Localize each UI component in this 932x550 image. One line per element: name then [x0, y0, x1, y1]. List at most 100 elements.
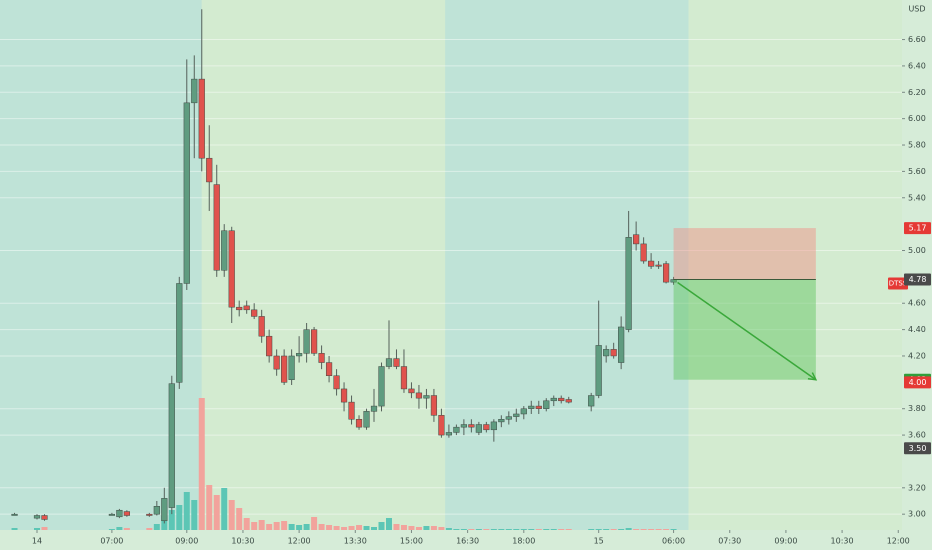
candle-body	[505, 416, 512, 420]
y-tick-label: 4.60	[908, 299, 926, 308]
x-tick-label: 09:00	[774, 537, 797, 546]
candle-body	[123, 511, 130, 516]
candle-body	[618, 326, 625, 363]
x-tick-label: 15	[594, 537, 604, 546]
candle-body	[318, 353, 325, 363]
candle-body	[258, 316, 265, 337]
time-axis-bg	[0, 530, 932, 550]
candle-body	[311, 329, 318, 354]
candle-body	[513, 413, 520, 417]
candle-body	[400, 366, 408, 390]
volume-bar	[206, 485, 213, 530]
price-label: 3.50	[909, 444, 927, 453]
volume-bar	[296, 525, 303, 530]
volume-bar	[655, 529, 662, 530]
price-label: 4.78	[909, 275, 927, 284]
x-tick-label: 06:00	[662, 537, 685, 546]
price-label-bg	[904, 222, 931, 235]
y-tick-label: 3.20	[908, 483, 926, 492]
volume-bar	[146, 528, 153, 530]
volume-bar	[468, 529, 475, 530]
volume-bar	[236, 508, 243, 530]
volume-bar	[475, 529, 482, 530]
volume-bar	[266, 524, 273, 530]
volume-bar	[363, 526, 370, 530]
volume-bar	[116, 527, 123, 530]
candle-body	[355, 419, 363, 428]
candle-body	[370, 405, 378, 412]
price-label-bg	[904, 376, 931, 389]
volume-bar	[393, 524, 400, 530]
candle-body	[11, 513, 18, 516]
candle-body	[191, 78, 198, 104]
volume-bar	[41, 527, 48, 530]
candle-body	[430, 395, 438, 416]
candle-body	[221, 230, 228, 271]
volume-bar	[445, 528, 452, 530]
candle-body	[475, 424, 482, 433]
candle-body	[535, 405, 542, 409]
x-tick-label: 07:00	[100, 537, 123, 546]
candle-body	[595, 345, 602, 396]
y-tick-label: 5.60	[908, 167, 926, 176]
volume-bar	[34, 528, 40, 530]
volume-bar	[311, 517, 318, 530]
volume-bar	[595, 529, 602, 530]
volume-bar	[543, 529, 550, 530]
x-tick-label: 10:30	[231, 537, 254, 546]
candle-body	[423, 395, 430, 399]
candle-body	[176, 283, 183, 383]
candle-body	[528, 405, 535, 409]
candle-body	[33, 515, 41, 519]
candle-body	[498, 419, 505, 423]
symbol-tag: DTSS	[889, 280, 908, 288]
candle-body	[655, 264, 662, 267]
x-tick-label: 18:00	[512, 537, 535, 546]
candle-body	[153, 506, 160, 515]
candle-body	[662, 263, 670, 283]
y-tick-label: 6.60	[908, 35, 926, 44]
volume-bar	[168, 510, 175, 530]
y-tick-label: 6.20	[908, 88, 926, 97]
volume-bar	[588, 529, 595, 530]
candle-body	[41, 515, 48, 520]
y-tick-label: 3.80	[908, 404, 926, 413]
x-tick-label: 12:00	[288, 537, 311, 546]
volume-bar	[423, 526, 430, 530]
candle-body	[415, 392, 423, 399]
volume-bar	[625, 528, 632, 530]
volume-bar	[281, 521, 288, 530]
candle-body	[348, 401, 355, 420]
x-tick-label: 10:30	[831, 537, 854, 546]
volume-bar	[11, 528, 18, 530]
candle-body	[168, 383, 175, 508]
candle-body	[236, 306, 243, 311]
candle-body	[648, 260, 655, 267]
volume-bar	[153, 524, 160, 530]
volume-bar	[670, 529, 677, 530]
volume-bar	[535, 529, 542, 530]
candle-body	[520, 408, 527, 415]
y-tick-label: 5.80	[908, 141, 926, 150]
volume-bar	[326, 525, 333, 530]
volume-bar	[520, 529, 527, 530]
volume-bar	[378, 522, 385, 530]
y-tick-label: 3.60	[908, 431, 926, 440]
candle-body	[206, 157, 213, 183]
candle-body	[543, 400, 550, 409]
candle-body	[468, 424, 475, 428]
candle-body	[565, 399, 572, 403]
y-tick-label: 4.40	[908, 325, 926, 334]
x-tick-label: 12:00	[887, 537, 910, 546]
x-tick-label: 14	[32, 537, 42, 546]
volume-bar	[251, 522, 258, 530]
volume-bar	[648, 529, 655, 530]
volume-bar	[228, 500, 235, 530]
candle-body	[603, 349, 610, 357]
volume-bar	[513, 529, 520, 530]
volume-bar	[123, 528, 130, 530]
volume-bar	[640, 529, 647, 530]
candle-body	[340, 388, 348, 403]
volume-bar	[408, 526, 415, 530]
